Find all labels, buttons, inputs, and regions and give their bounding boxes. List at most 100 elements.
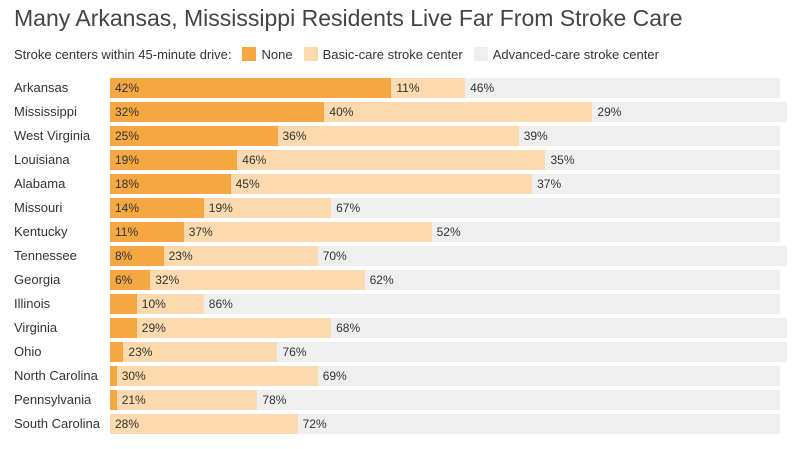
data-label: 72%	[302, 417, 327, 431]
bar-track: 42% 11% 46%	[110, 78, 780, 98]
data-label: 37%	[537, 177, 562, 191]
legend-item-none: None	[242, 46, 293, 62]
data-label: 68%	[336, 321, 361, 335]
legend-swatch-none	[242, 47, 257, 61]
bar-segment-advanced: 70%	[317, 246, 787, 266]
bar-track: 14% 19% 67%	[110, 198, 780, 218]
data-label: 14%	[115, 201, 140, 215]
stacked-bar-chart: Arkansas 42% 11% 46% Mississippi 32% 40% 29% Wes…	[0, 78, 796, 438]
category-label: Arkansas	[14, 80, 69, 95]
category-label: West Virginia	[14, 128, 91, 143]
bar-segment-advanced: 39%	[518, 126, 780, 146]
legend-swatch-basic	[303, 47, 318, 61]
data-label: 21%	[121, 393, 146, 407]
bar-segment-basic: 23%	[163, 246, 318, 266]
bar-segment-none: 8%	[110, 246, 164, 266]
bar-segment-advanced: 86%	[203, 294, 780, 314]
bar-track: 18% 45% 37%	[110, 174, 780, 194]
bar-segment-basic: 23%	[123, 342, 278, 362]
data-label: 30%	[121, 369, 146, 383]
bar-row: Pennsylvania 21% 78%	[0, 390, 796, 410]
bar-segment-basic: 46%	[237, 150, 546, 170]
data-label: 10%	[141, 297, 166, 311]
data-label: 76%	[282, 345, 307, 359]
data-label: 32%	[155, 273, 180, 287]
data-label: 11%	[396, 81, 420, 95]
bar-segment-advanced: 72%	[297, 414, 780, 434]
data-label: 23%	[128, 345, 153, 359]
bar-segment-basic: 10%	[136, 294, 204, 314]
data-label: 29%	[597, 105, 622, 119]
legend-item-advanced: Advanced-care stroke center	[473, 46, 659, 62]
bar-track: 10% 86%	[110, 294, 780, 314]
bar-track: 32% 40% 29%	[110, 102, 787, 122]
bar-segment-advanced: 52%	[431, 222, 780, 242]
bar-row: Louisiana 19% 46% 35%	[0, 150, 796, 170]
data-label: 86%	[208, 297, 233, 311]
bar-segment-basic: 37%	[183, 222, 432, 242]
bar-segment-none	[110, 294, 137, 314]
bar-segment-advanced: 62%	[364, 270, 780, 290]
data-label: 42%	[115, 81, 140, 95]
legend-item-basic: Basic-care stroke center	[303, 46, 463, 62]
chart-title: Many Arkansas, Mississippi Residents Liv…	[14, 5, 683, 31]
bar-track: 28% 72%	[110, 414, 780, 434]
bar-segment-none: 6%	[110, 270, 151, 290]
bar-segment-basic: 45%	[230, 174, 533, 194]
bar-row: Ohio 23% 76%	[0, 342, 796, 362]
bar-segment-none	[110, 390, 117, 410]
legend-label-basic: Basic-care stroke center	[322, 46, 463, 62]
bar-segment-basic: 11%	[391, 78, 466, 98]
bar-segment-advanced: 35%	[545, 150, 780, 170]
category-label: Georgia	[14, 272, 61, 287]
data-label: 11%	[115, 225, 139, 239]
bar-track: 11% 37% 52%	[110, 222, 780, 242]
data-label: 62%	[369, 273, 394, 287]
bar-row: Georgia 6% 32% 62%	[0, 270, 796, 290]
bar-segment-basic: 19%	[203, 198, 332, 218]
bar-row: Missouri 14% 19% 67%	[0, 198, 796, 218]
legend-heading: Stroke centers within 45-minute drive:	[14, 46, 232, 62]
data-label: 28%	[115, 417, 140, 431]
bar-row: South Carolina 28% 72%	[0, 414, 796, 434]
data-label: 40%	[329, 105, 354, 119]
bar-segment-none: 19%	[110, 150, 238, 170]
bar-segment-basic: 21%	[116, 390, 258, 410]
bar-segment-none: 25%	[110, 126, 278, 146]
category-label: South Carolina	[14, 416, 100, 431]
bar-row: Arkansas 42% 11% 46%	[0, 78, 796, 98]
data-label: 37%	[188, 225, 213, 239]
bar-segment-none: 14%	[110, 198, 204, 218]
category-label: Illinois	[14, 296, 51, 311]
bar-row: Tennessee 8% 23% 70%	[0, 246, 796, 266]
legend-label-none: None	[261, 46, 293, 62]
bar-row: Virginia 29% 68%	[0, 318, 796, 338]
data-label: 70%	[322, 249, 347, 263]
bar-segment-advanced: 76%	[277, 342, 787, 362]
legend-label-advanced: Advanced-care stroke center	[492, 46, 659, 62]
data-label: 19%	[208, 201, 233, 215]
data-label: 67%	[336, 201, 361, 215]
bar-segment-advanced: 69%	[317, 366, 780, 386]
legend-swatch-advanced	[473, 47, 488, 61]
category-label: Kentucky	[14, 224, 68, 239]
bar-segment-advanced: 46%	[465, 78, 774, 98]
bar-segment-basic: 28%	[110, 414, 298, 434]
bar-track: 29% 68%	[110, 318, 787, 338]
bar-row: Kentucky 11% 37% 52%	[0, 222, 796, 242]
bar-segment-basic: 29%	[136, 318, 332, 338]
data-label: 6%	[115, 273, 133, 287]
category-label: Virginia	[14, 320, 58, 335]
data-label: 52%	[436, 225, 461, 239]
category-label: Alabama	[14, 176, 66, 191]
legend: Stroke centers within 45-minute drive: N…	[14, 45, 659, 63]
bar-segment-advanced: 78%	[257, 390, 780, 410]
data-label: 35%	[550, 153, 575, 167]
bar-row: Mississippi 32% 40% 29%	[0, 102, 796, 122]
data-label: 29%	[141, 321, 166, 335]
bar-track: 21% 78%	[110, 390, 780, 410]
bar-segment-none: 32%	[110, 102, 325, 122]
bar-track: 8% 23% 70%	[110, 246, 787, 266]
bar-segment-advanced: 29%	[592, 102, 787, 122]
bar-segment-basic: 32%	[150, 270, 365, 290]
